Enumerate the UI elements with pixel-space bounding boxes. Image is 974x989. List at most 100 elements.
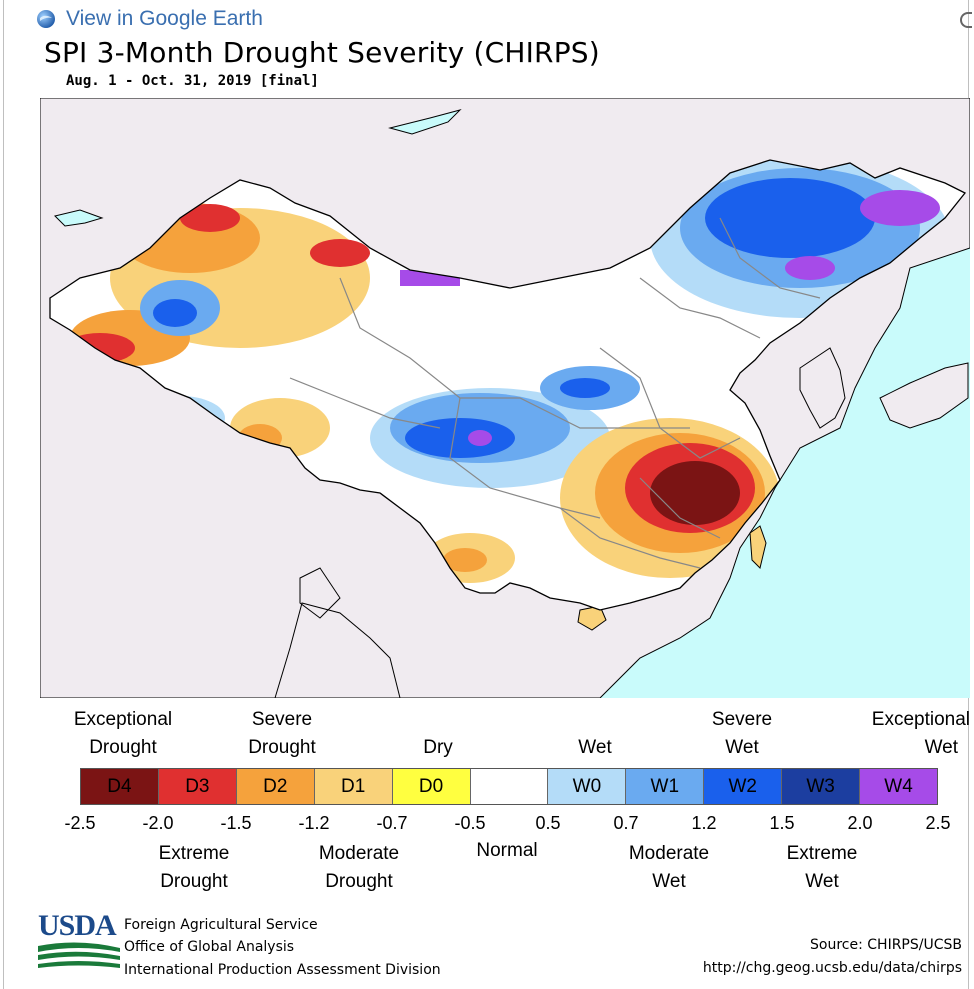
dzungaria-d3-area	[180, 204, 240, 232]
usda-logo-text: USDA	[38, 909, 117, 942]
bangladesh-border	[299, 567, 341, 619]
yunnan-d2-area	[443, 548, 487, 572]
legend-label-line: Severe	[251, 709, 313, 730]
legend-tick-label: -1.5	[220, 813, 252, 833]
usda-logo-hills	[38, 942, 120, 968]
legend-cell-w3: W3	[782, 769, 861, 804]
southeast-d4-area	[650, 461, 740, 525]
legend-label-line: Normal	[476, 840, 538, 861]
legend-label-line	[398, 706, 478, 734]
usda-logo: USDA	[38, 910, 120, 972]
map-title: SPI 3-Month Drought Severity (CHIRPS)	[44, 36, 600, 69]
legend-cell-d1: D1	[314, 769, 393, 804]
taiwan-island	[749, 525, 767, 569]
legend-tick-label: 2.5	[925, 813, 951, 833]
legend-label-extreme-wet: Extreme Wet	[762, 840, 882, 896]
legend-label-line: Dry	[423, 737, 453, 758]
legend-label-line: Drought	[325, 871, 393, 892]
legend-label-severe-wet: Severe Wet	[682, 706, 802, 762]
japan-islands	[879, 362, 969, 429]
legend-label-moderate-wet: Moderate Wet	[604, 840, 734, 896]
province-border-line	[639, 477, 721, 539]
lake-balkhash	[54, 209, 104, 227]
legend-label-wet: Wet	[555, 706, 635, 762]
province-border-line	[289, 377, 441, 429]
source-credit: Source: CHIRPS/UCSB	[810, 937, 962, 953]
drought-map	[40, 98, 970, 698]
xinjiang-w2-area	[153, 299, 197, 327]
legend-label-line: Drought	[160, 871, 228, 892]
legend-tick-label: -0.7	[376, 813, 408, 833]
province-border-line	[639, 277, 761, 339]
legend-tick-label: -2.0	[142, 813, 174, 833]
legend-label-line: Wet	[805, 871, 839, 892]
legend-color-bar: D4 D3 D2 D1 D0 W0 W1 W2 W3 W4	[80, 768, 938, 805]
legend-cell-d0: D0	[392, 769, 471, 804]
legend-cell-d3: D3	[158, 769, 237, 804]
page-left-border	[3, 0, 4, 989]
province-border-line	[449, 397, 601, 519]
legend-label-line: Wet	[924, 737, 958, 758]
lake-baikal	[388, 109, 462, 135]
legend-label-line: Exceptional	[871, 709, 970, 730]
legend-tick-label: 0.5	[535, 813, 561, 833]
legend-label-severe-drought: Severe Drought	[222, 706, 342, 762]
legend-label-line: Wet	[578, 737, 612, 758]
legend-label-line: Drought	[89, 737, 157, 758]
sichuan-w2-area	[405, 418, 515, 458]
agency-line-2: Office of Global Analysis	[124, 939, 295, 955]
northeast-w4-area	[860, 190, 940, 226]
legend-label-extreme-drought: Extreme Drought	[134, 840, 254, 896]
legend-label-line: Moderate	[628, 843, 710, 864]
bay-of-bengal-coast	[274, 602, 401, 698]
legend-tick-label: 2.0	[847, 813, 873, 833]
legend-tick-label: -0.5	[454, 813, 486, 833]
legend-label-line: Exceptional	[73, 709, 173, 730]
legend-label-line: Extreme	[158, 843, 230, 864]
legend-label-line: Severe	[711, 709, 773, 730]
legend-cell-w2: W2	[704, 769, 783, 804]
map-subtitle: Aug. 1 - Oct. 31, 2019 [final]	[66, 73, 319, 89]
source-url[interactable]: http://chg.geog.ucsb.edu/data/chirps	[702, 960, 962, 976]
agency-line-1: Foreign Agricultural Service	[124, 917, 318, 933]
shaanxi-w2-area	[560, 378, 610, 398]
northeast-w2-area	[705, 178, 875, 258]
legend-tick-label: 1.5	[769, 813, 795, 833]
legend-label-exceptional-drought: Exceptional Drought	[48, 706, 198, 762]
globe-icon	[37, 10, 55, 28]
legend-label-moderate-drought: Moderate Drought	[294, 840, 424, 896]
legend-cell-w1: W1	[626, 769, 705, 804]
legend-label-normal: Normal	[452, 837, 562, 865]
map-canvas	[40, 98, 970, 698]
korean-peninsula	[799, 347, 846, 429]
legend-label-line: Moderate	[318, 843, 400, 864]
legend-tick-label: 1.2	[691, 813, 717, 833]
legend-label-dry: Dry	[398, 706, 478, 762]
province-border-line	[599, 347, 741, 459]
legend-label-line: Wet	[725, 737, 759, 758]
altai-d3-area	[310, 239, 370, 267]
legend-label-exceptional-wet: Exceptional Wet	[822, 706, 970, 762]
legend-cell-d2: D2	[236, 769, 315, 804]
legend-tick-label: 0.7	[613, 813, 639, 833]
legend-label-line: Wet	[652, 871, 686, 892]
province-borders	[289, 217, 821, 569]
province-border-line	[719, 217, 821, 299]
legend-cell-normal	[470, 769, 549, 804]
legend-tick-label: -2.5	[64, 813, 96, 833]
view-in-google-earth-link[interactable]: View in Google Earth	[36, 4, 263, 34]
legend-label-line	[555, 706, 635, 734]
partial-icon	[960, 12, 972, 28]
northeast-w4-area-2	[785, 256, 835, 280]
legend-tick-label: -1.2	[298, 813, 330, 833]
legend-label-line: Extreme	[786, 843, 858, 864]
agency-line-3: International Production Assessment Divi…	[124, 962, 441, 978]
legend-cell-w0: W0	[548, 769, 627, 804]
province-border-line	[559, 507, 701, 569]
province-border-line	[339, 277, 690, 429]
legend-label-line: Drought	[248, 737, 316, 758]
legend-cell-d4: D4	[81, 769, 159, 804]
google-earth-link-text[interactable]: View in Google Earth	[66, 7, 263, 30]
legend-cell-w4: W4	[860, 769, 937, 804]
